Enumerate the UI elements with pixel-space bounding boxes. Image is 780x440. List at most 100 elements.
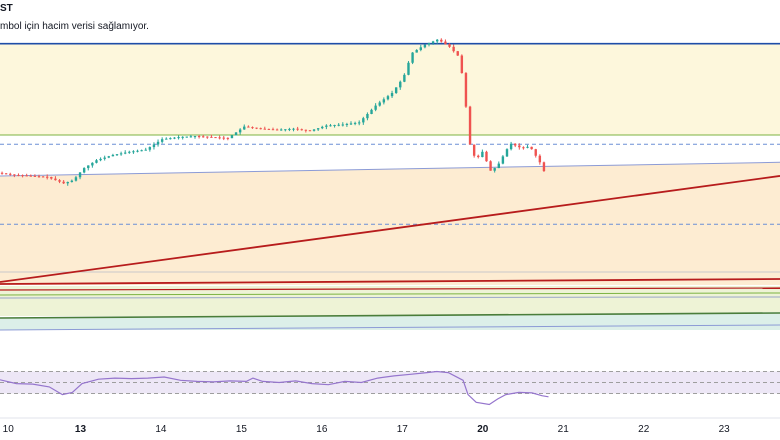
candle-body (181, 136, 184, 138)
candle-body (9, 173, 12, 175)
candle-body (390, 93, 394, 97)
candle-body (345, 123, 349, 125)
candle-body (353, 122, 357, 124)
candle-body (292, 128, 295, 130)
candle-body (448, 44, 451, 47)
green-line-bottom (0, 312, 780, 319)
x-tick-label: 15 (236, 424, 248, 435)
blue-line-mid (0, 296, 780, 299)
candle-body (349, 123, 353, 125)
candle-body (505, 149, 509, 157)
candle-body (427, 43, 431, 45)
candle-body (280, 129, 283, 131)
candle-body (152, 144, 156, 148)
candle-body (403, 74, 406, 82)
price-zones (0, 43, 780, 330)
x-tick-label: 17 (397, 424, 409, 435)
candle-body (329, 125, 332, 127)
candle-body (4, 173, 8, 175)
candle-body (366, 114, 369, 119)
red-level-line (0, 278, 780, 285)
candle-body (197, 136, 201, 138)
rsi-pane (0, 370, 780, 406)
candle-body (460, 55, 464, 74)
candle-body (288, 128, 291, 130)
candle-body (296, 128, 299, 130)
candle-body (144, 149, 147, 151)
candle-body (156, 141, 160, 145)
candle-body (25, 175, 28, 177)
candle-body (82, 168, 86, 173)
candle-body (341, 124, 344, 126)
candle-body (497, 163, 500, 169)
x-tick-label: 13 (75, 424, 87, 435)
candle-body (111, 154, 115, 157)
candle-body (431, 41, 435, 44)
candle-body (222, 137, 225, 139)
candle-body (87, 165, 90, 169)
candle-body (177, 137, 180, 139)
rsi-line (0, 370, 549, 406)
candle-body (185, 136, 188, 138)
candle-body (300, 129, 303, 131)
candle-body (468, 106, 472, 145)
candle-body (107, 156, 110, 158)
candle-body (325, 125, 328, 127)
candle-body (99, 158, 102, 161)
candle-body (284, 129, 287, 131)
candle-body (226, 137, 230, 139)
candle-body (218, 137, 221, 139)
candle-body (464, 73, 468, 107)
candle-body (58, 180, 61, 182)
candle-body (485, 151, 488, 162)
symbol-title[interactable]: ST (0, 3, 13, 14)
time-axis[interactable]: 10 13 14 15 16 17 20 21 22 23 (0, 417, 780, 435)
candle-body (370, 109, 373, 114)
candle-body (411, 52, 414, 63)
candle-body (206, 136, 209, 138)
candle-body (444, 41, 447, 45)
candle-body (386, 96, 390, 100)
candle-body (259, 128, 262, 130)
candle-body (13, 174, 16, 176)
candle-body (173, 137, 176, 139)
candle-body (66, 181, 69, 184)
candle-body (456, 51, 459, 56)
candle-body (234, 132, 238, 136)
x-tick-label: 14 (155, 424, 167, 435)
candle-body (304, 129, 308, 131)
candle-body (522, 147, 525, 149)
candle-body (321, 126, 324, 129)
zone-upper (0, 43, 780, 135)
candle-body (275, 129, 279, 131)
candle-body (41, 176, 45, 178)
candle-body (538, 155, 542, 163)
candle-body (472, 144, 476, 156)
blue-line-bottom (0, 324, 780, 331)
red-trend-line (0, 175, 780, 283)
candle-body (189, 136, 193, 138)
candle-body (243, 126, 246, 130)
candle-body (193, 136, 197, 138)
candle-body (74, 177, 78, 181)
candle-body (493, 168, 496, 171)
candle-body (148, 147, 152, 150)
candle-body (440, 39, 443, 42)
candle-body (419, 47, 422, 50)
candle-body (477, 155, 480, 158)
candle-body (382, 99, 386, 103)
red-level-line-2 (0, 287, 780, 291)
candle-body (501, 156, 505, 164)
candle-body (518, 145, 521, 148)
candle-body (62, 181, 65, 184)
candle-body (255, 127, 258, 129)
candle-body (534, 149, 537, 156)
candle-body (210, 136, 213, 138)
candle-body (251, 127, 254, 129)
candle-body (95, 160, 98, 163)
x-tick-label: 20 (477, 424, 489, 435)
candle-body (407, 62, 410, 75)
candle-body (21, 175, 24, 177)
candle-body (214, 137, 217, 139)
